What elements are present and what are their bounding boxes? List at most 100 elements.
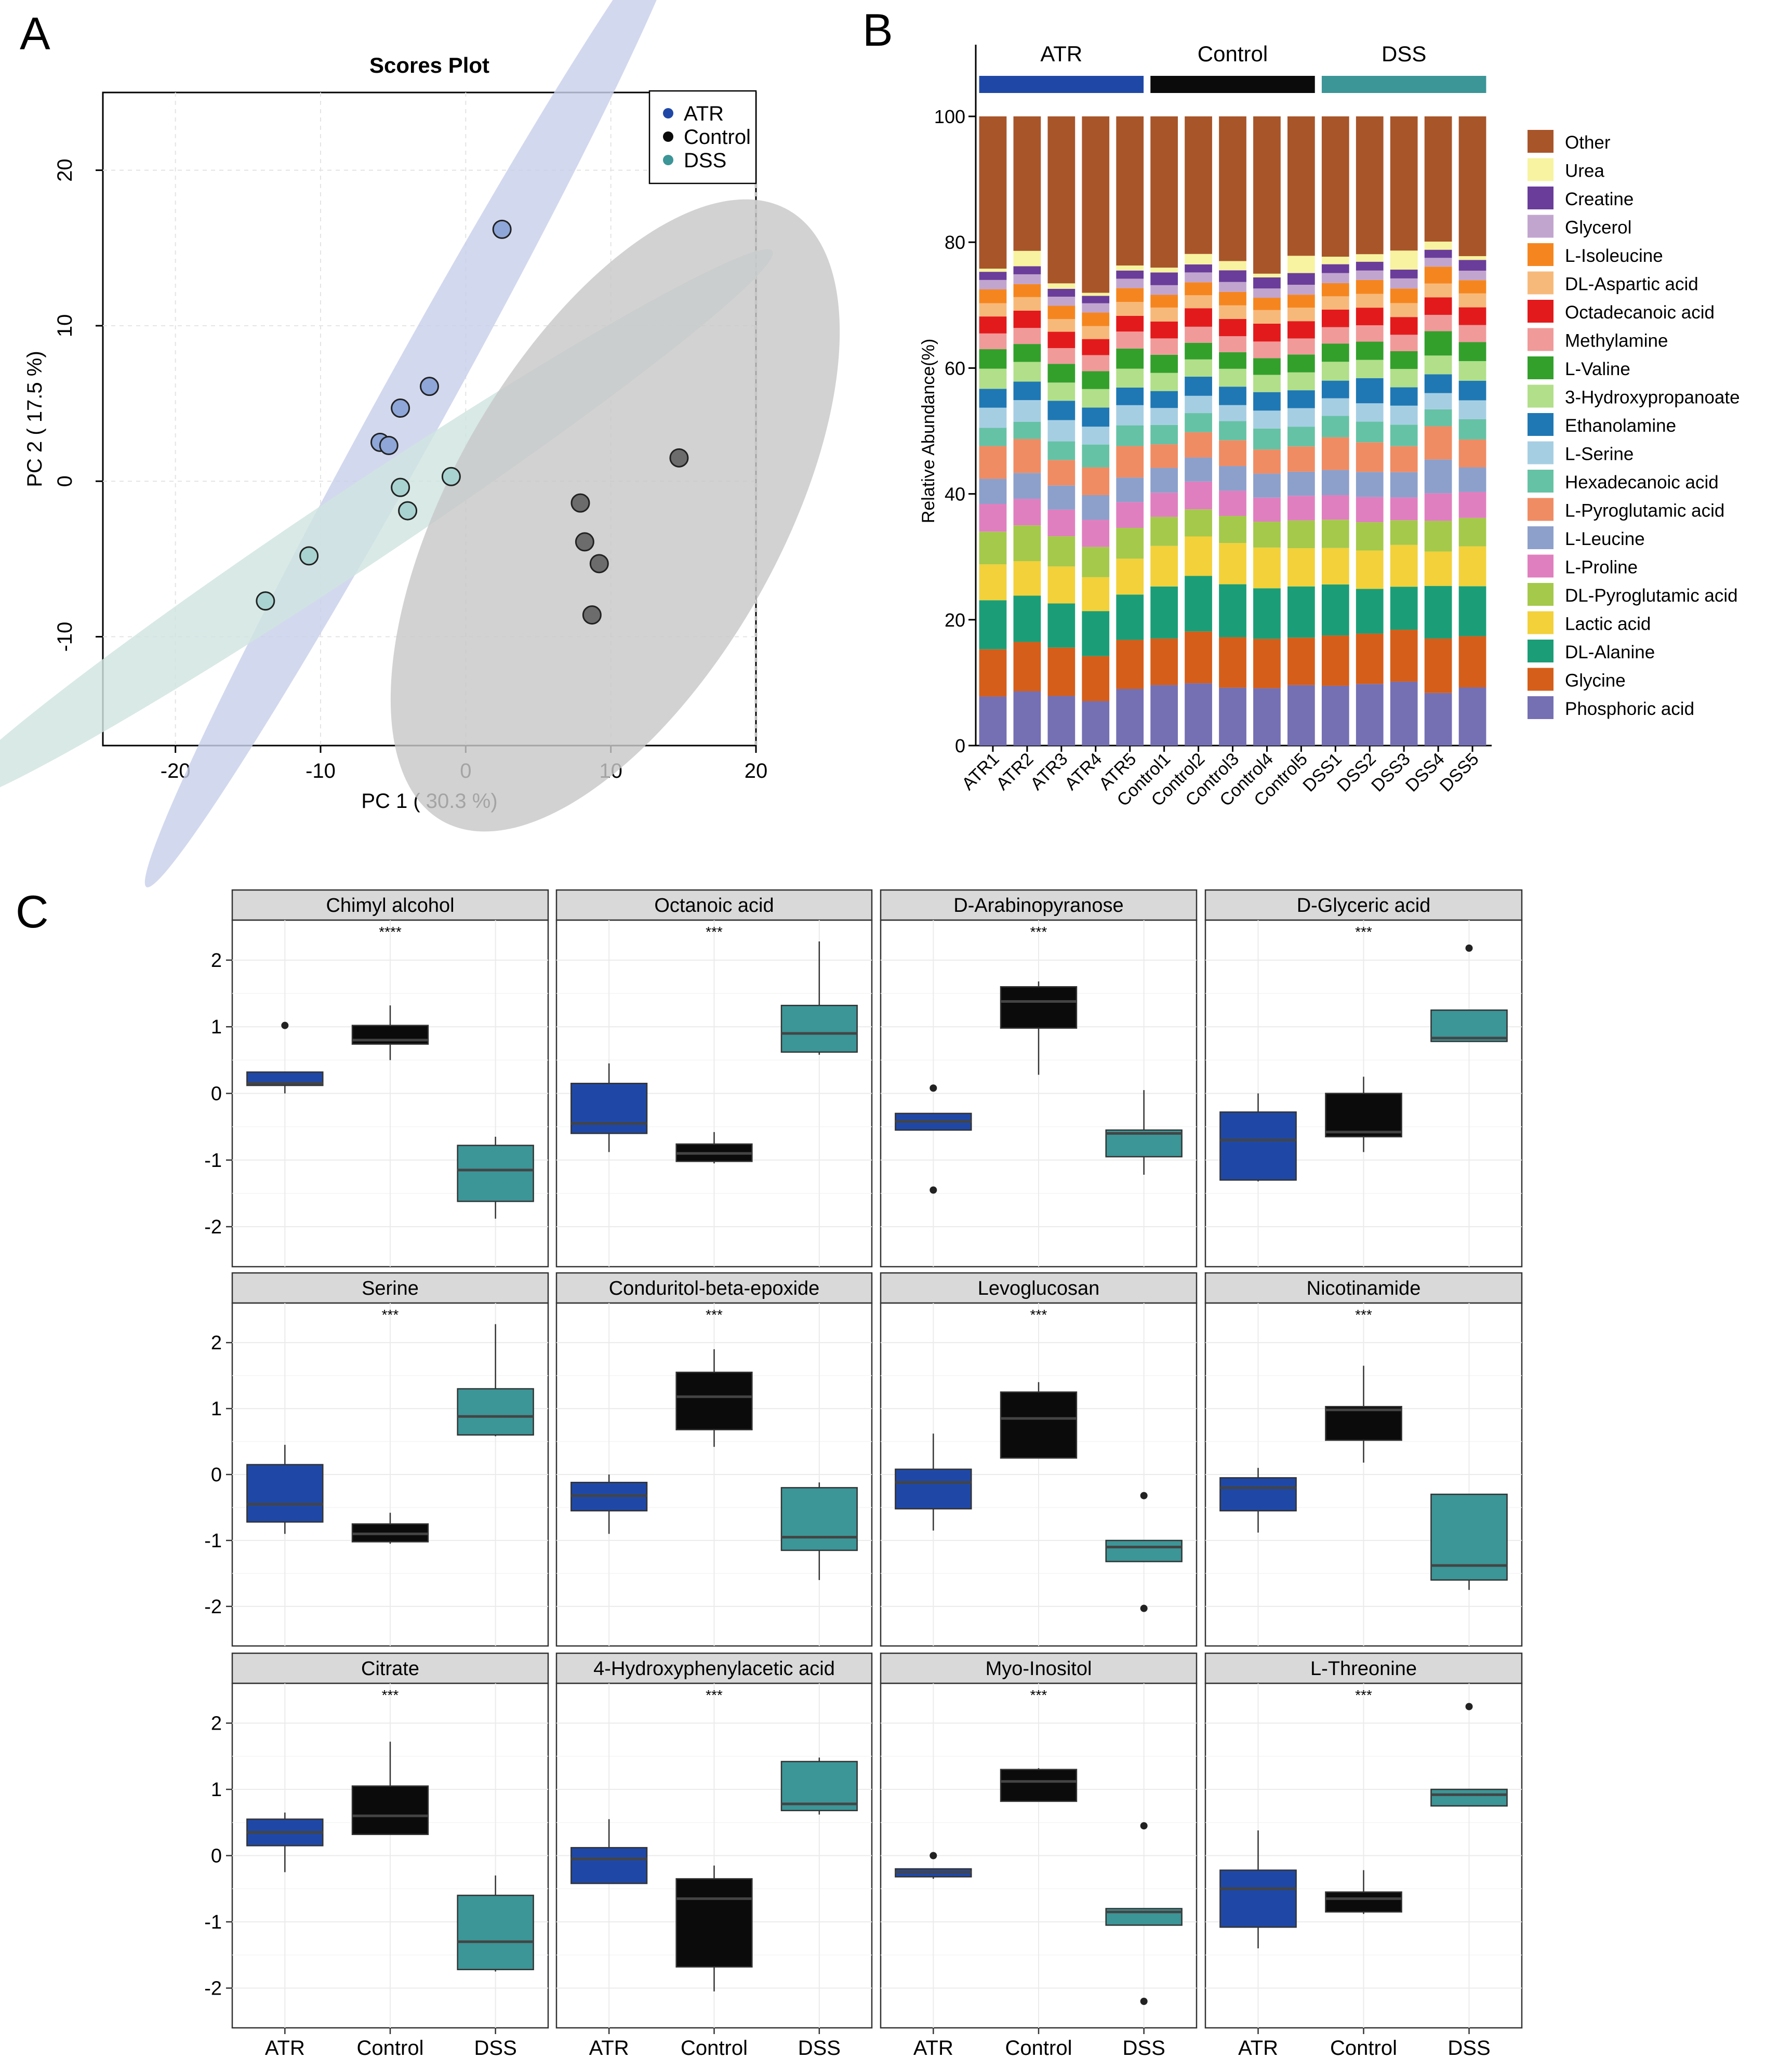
bar-segment-dl-alanine <box>1219 584 1246 637</box>
bar-segment-dl-pyroglutamic-acid <box>1458 517 1486 547</box>
x-tick-label: DSS2 <box>1333 749 1380 796</box>
bar-segment-lactic-acid <box>1150 546 1178 587</box>
legend-label-hexadecanoic-acid: Hexadecanoic acid <box>1565 472 1719 493</box>
y-tick-label: -1 <box>204 1150 222 1172</box>
legend-label-glycine: Glycine <box>1565 671 1626 691</box>
group-bar-dss <box>1321 76 1486 93</box>
bar-segment-dl-aspartic-acid <box>1356 294 1384 308</box>
outlier-point <box>1140 1998 1148 2005</box>
bar-segment-urea <box>1150 268 1178 273</box>
bar-segment-phosphoric-acid <box>979 696 1007 746</box>
facet-title: Serine <box>362 1278 419 1299</box>
facet-header <box>231 889 549 921</box>
outlier-point <box>1465 1703 1473 1710</box>
bar-segment-glycerol <box>1424 258 1452 267</box>
y-axis-label: Relative Abundance(%) <box>919 339 938 523</box>
bar-segment-l-pyroglutamic-acid <box>1116 446 1144 478</box>
bar-segment-urea <box>1047 283 1075 289</box>
bar-segment-l-isoleucine <box>1150 295 1178 308</box>
legend-label-l-isoleucine: L-Isoleucine <box>1565 246 1663 266</box>
bar-segment-urea <box>1253 273 1281 277</box>
facet-d-glyceric-acid: D-Glyceric acid *** <box>1204 889 1523 1268</box>
x-tick-label: -10 <box>306 760 336 782</box>
bar-segment-3-hydroxypropanoate <box>1287 372 1315 391</box>
bar-segment-methylamine <box>1253 341 1281 358</box>
bar-segment-glycine <box>1390 630 1418 682</box>
bar-segment-glycine <box>1458 636 1486 688</box>
bar-segment-dl-pyroglutamic-acid <box>1424 521 1452 552</box>
facet-myo-inositol: Myo-Inositol *** ATR Control DSS <box>880 1652 1198 2060</box>
outlier-point <box>930 1084 937 1092</box>
bar-segment-l-leucine <box>1321 470 1349 496</box>
bar-segment-hexadecanoic-acid <box>1219 421 1246 441</box>
bar-segment-l-serine <box>1013 400 1041 422</box>
bar-segment-other <box>1321 116 1349 257</box>
bar-segment-glycerol <box>1150 285 1178 295</box>
bar-segment-dl-aspartic-acid <box>1253 310 1281 324</box>
bar-segment-hexadecanoic-acid <box>1150 424 1178 445</box>
bar-segment-hexadecanoic-acid <box>1390 424 1418 446</box>
bar-segment-hexadecanoic-acid <box>1013 421 1041 439</box>
legend-marker-control <box>663 131 673 142</box>
facet-4-hydroxyphenylacetic-acid: 4-Hydroxyphenylacetic acid *** ATR Control D… <box>555 1652 873 2060</box>
bar-segment-lactic-acid <box>1219 543 1246 585</box>
bar-segment-l-proline <box>1458 492 1486 518</box>
bar-segment-ethanolamine <box>1150 391 1178 408</box>
outlier-point <box>1140 1822 1148 1830</box>
bar-segment-l-leucine <box>1150 468 1178 493</box>
box-dss <box>780 1004 858 1053</box>
legend-label-control: Control <box>684 126 751 149</box>
bar-segment-3-hydroxypropanoate <box>1047 382 1075 401</box>
bar-segment-l-isoleucine <box>1185 282 1212 296</box>
bar-segment-dl-alanine <box>1013 595 1041 642</box>
bar-segment-octadecanoic-acid <box>1390 317 1418 335</box>
legend-label-l-serine: L-Serine <box>1565 444 1634 464</box>
x-tick-label: DSS <box>1448 2037 1490 2060</box>
bar-segment-l-leucine <box>1082 495 1110 520</box>
y-tick-label: 20 <box>945 609 965 631</box>
bar-segment-phosphoric-acid <box>1390 681 1418 746</box>
bar-segment-urea <box>1458 256 1486 260</box>
bar-segment-lactic-acid <box>1390 544 1418 587</box>
y-axis-label: PC 2 ( 17.5 %) <box>23 351 46 487</box>
bar-segment-octadecanoic-acid <box>1321 309 1349 327</box>
bar-segment-hexadecanoic-acid <box>979 428 1007 446</box>
bar-segment-l-valine <box>1321 343 1349 362</box>
legend-swatch-l-proline <box>1528 554 1553 578</box>
significance-label: *** <box>706 1307 723 1323</box>
bar-segment-dl-alanine <box>1253 588 1281 639</box>
bar-segment-urea <box>1424 241 1452 250</box>
y-tick-label: -2 <box>204 1596 222 1618</box>
legend-label-methylamine: Methylamine <box>1565 331 1668 351</box>
x-tick-label: DSS3 <box>1367 749 1414 796</box>
bar-segment-l-valine <box>1390 351 1418 369</box>
x-tick-label: DSS4 <box>1402 749 1449 796</box>
bar-segment-creatine <box>1082 296 1110 303</box>
significance-label: *** <box>382 1307 399 1323</box>
panel-label-b: B <box>862 4 893 56</box>
bar-segment-l-valine <box>979 349 1007 369</box>
bar-segment-l-pyroglutamic-acid <box>1390 446 1418 472</box>
bar-segment-glycerol <box>1356 270 1384 280</box>
bar-segment-l-leucine <box>1185 457 1212 482</box>
legend-swatch-glycerol <box>1528 215 1553 238</box>
group-label-atr: ATR <box>1040 42 1082 66</box>
x-tick-label: DSS5 <box>1436 749 1483 796</box>
bar-segment-dl-pyroglutamic-acid <box>1116 527 1144 559</box>
bar-segment-creatine <box>1047 288 1075 297</box>
box-dss <box>457 1388 534 1436</box>
bar-segment-l-pyroglutamic-acid <box>1287 446 1315 472</box>
bar-segment-l-pyroglutamic-acid <box>1013 439 1041 473</box>
bar-segment-dl-pyroglutamic-acid <box>1390 520 1418 545</box>
bar-segment-dl-pyroglutamic-acid <box>1047 536 1075 567</box>
bar-segment-octadecanoic-acid <box>1287 321 1315 339</box>
y-tick-label: 0 <box>211 1845 222 1867</box>
point-dss <box>398 501 418 521</box>
bar-segment-dl-aspartic-acid <box>1321 296 1349 310</box>
bar-segment-creatine <box>1424 249 1452 258</box>
bar-segment-3-hydroxypropanoate <box>1458 361 1486 381</box>
facet-nicotinamide: Nicotinamide *** <box>1204 1272 1523 1647</box>
bar-segment-l-proline <box>1082 520 1110 547</box>
